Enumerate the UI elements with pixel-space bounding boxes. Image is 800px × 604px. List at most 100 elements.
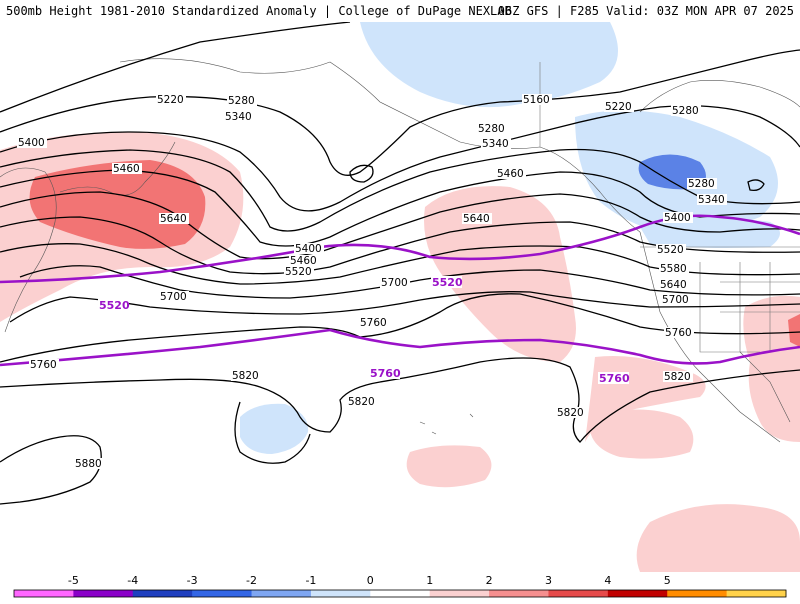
contour-label: 5220: [157, 94, 184, 106]
highlighted-contour-label: 5520: [99, 299, 130, 312]
colorbar-tick-label: 3: [545, 574, 552, 587]
negative-anomaly-north: [360, 22, 618, 108]
contour-label-background: [347, 396, 377, 407]
colorbar-tick-label: -2: [246, 574, 257, 587]
colorbar-tick-label: 4: [604, 574, 611, 587]
contour-label-background: [496, 168, 526, 179]
negative-anomaly-south: [240, 403, 309, 454]
positive-anomaly-east-edge: [743, 295, 800, 442]
positive-anomaly-west-core: [29, 160, 206, 249]
colorbar-tick-label: 5: [664, 574, 671, 587]
contour-label: 5820: [232, 370, 259, 382]
contour-label: 5700: [381, 277, 408, 289]
colorbar-outline: [13, 589, 787, 598]
contour-label-background: [159, 291, 189, 302]
positive-anomaly-central: [424, 186, 576, 362]
map-canvas: 5220 528053405400546056405400546055205700…: [0, 22, 800, 572]
positive-anomaly-south-east-blob: [589, 409, 694, 459]
contour-label-background: [112, 163, 142, 174]
contour-label-background: [29, 359, 59, 370]
colorbar-tick-label: 0: [367, 574, 374, 587]
negative-anomaly-lower-rim: [640, 218, 780, 248]
map-panel: 5220 5280 5340 5400 5460 5640 5400 5460 5520 5700…: [0, 22, 800, 572]
contour-label-background: [462, 213, 492, 224]
contour-label: 5760: [30, 359, 57, 371]
highlighted-contours: [0, 214, 800, 367]
contour-label-background: [156, 94, 186, 105]
contour-label-background: [659, 263, 689, 274]
contour-label: 5340: [698, 194, 725, 206]
contour-label-background: [224, 111, 254, 122]
highlighted-contour-label: 5520: [432, 276, 463, 289]
contour-label: 5160: [523, 94, 550, 106]
contour-labels: 5220 528053405400546056405400546055205700…: [17, 94, 727, 470]
colorbar-swatch: [548, 590, 609, 597]
contour-label-background: [663, 212, 693, 223]
model-run-label: 06Z GFS | F285 Valid: 03Z MON APR 07 202…: [497, 4, 794, 18]
contour-label-background: [17, 137, 47, 148]
contour-label: 5520: [657, 244, 684, 256]
contour-label: 5280: [688, 178, 715, 190]
colorbar: -5 -4 -3 -2 -1 0 1 2 3 4 5: [0, 572, 800, 600]
highlight-label-background: [369, 367, 400, 379]
contour-label-background: [656, 244, 686, 255]
colorbar-swatch: [251, 590, 312, 597]
contour-label: 5400: [664, 212, 691, 224]
colorbar-swatch: [132, 590, 193, 597]
colorbar-tick-label: 2: [486, 574, 493, 587]
contour-label-background: [294, 243, 324, 254]
contour-label: 5400: [18, 137, 45, 149]
contour-label: 5880: [75, 458, 102, 470]
contour-label: 5340: [225, 111, 252, 123]
contour-label: 5820: [557, 407, 584, 419]
contour-label: 5760: [360, 317, 387, 329]
contour-label-background: [380, 277, 410, 288]
colorbar-tick-label: -3: [187, 574, 198, 587]
contour-label: 5820: [664, 371, 691, 383]
contour-label-background: [231, 370, 261, 381]
colorbar-tick-label: 1: [426, 574, 433, 587]
contour-label: 5280: [228, 95, 255, 107]
highlight-label-background: [598, 372, 629, 384]
contour-label: 5580: [660, 263, 687, 275]
colorbar-swatch: [489, 590, 549, 597]
contour-label-background: [604, 101, 634, 112]
contour-label-background: [289, 255, 319, 266]
contour-label: 5340: [482, 138, 509, 150]
contour-label-background: [661, 294, 691, 305]
colorbar-swatch: [667, 590, 728, 597]
contour-5760: [0, 328, 800, 367]
contour-label: 5520: [285, 266, 312, 278]
highlighted-contour-label: 5760: [370, 367, 401, 380]
colorbar-tick-label: -4: [127, 574, 138, 587]
contour-label: 5700: [160, 291, 187, 303]
colorbar-swatch: [607, 590, 668, 597]
contour-label: 5640: [660, 279, 687, 291]
contour-label-background: [659, 279, 689, 290]
contour-label-background: [284, 266, 314, 277]
colorbar-swatch: [310, 590, 371, 597]
contour-label: 5700: [662, 294, 689, 306]
contour-label-background: [159, 213, 189, 224]
contour-label-background: [556, 407, 586, 418]
contour-label: 5400: [295, 243, 322, 255]
contour-label-background: [227, 95, 257, 106]
highlight-label-background: [98, 299, 129, 311]
contour-label: 5460: [290, 255, 317, 267]
colorbar-swatch: [726, 590, 787, 597]
contour-label-background: [359, 317, 389, 328]
positive-anomaly-south: [406, 445, 492, 488]
highlight-label-background: [431, 276, 462, 288]
colorbar-tick-label: -5: [68, 574, 79, 587]
contour-label-background: [481, 138, 511, 149]
map-title: 500mb Height 1981-2010 Standardized Anom…: [6, 4, 512, 18]
positive-anomaly-east-core: [788, 314, 800, 347]
contour-label-background: [477, 123, 507, 134]
contour-5520: [0, 214, 800, 284]
contour-label: 5220: [605, 101, 632, 113]
contour-label: 5640: [160, 213, 187, 225]
contour-label-background: [671, 105, 701, 116]
contour-label-background: [663, 371, 693, 382]
contour-label: 5460: [497, 168, 524, 180]
contour-label-background: [697, 194, 727, 205]
